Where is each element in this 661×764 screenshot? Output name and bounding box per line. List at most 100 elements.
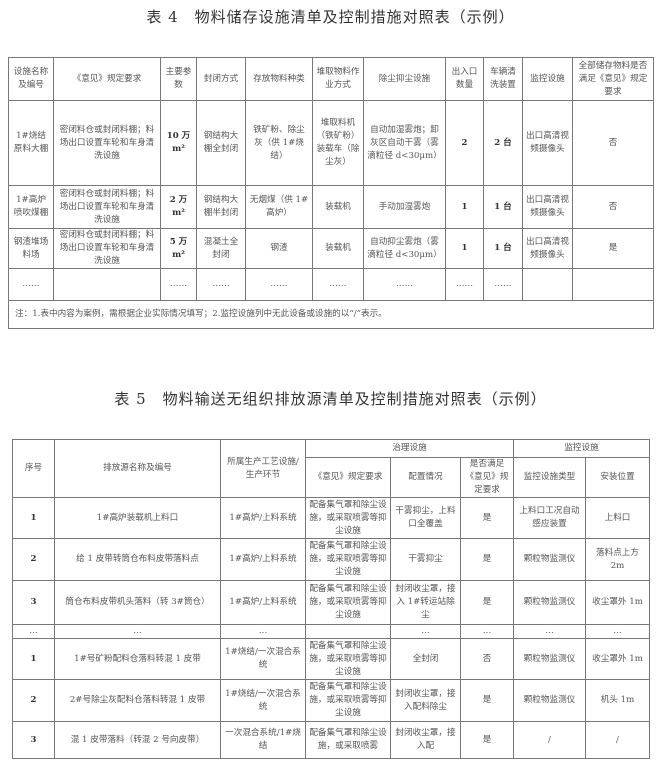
note-row: 注：1.表中内容为案例，需根据企业实际情况填写；2.监控设施列中无此设备或设施的… [8, 300, 654, 329]
table-cell [305, 624, 391, 639]
table-row: ………………………………………… [8, 268, 654, 301]
table-cell: 堆取料机（铁矿粉）装载车（除尘灰） [312, 100, 364, 186]
table-cell: 是 [460, 721, 514, 759]
table-cell: 否 [572, 185, 654, 229]
table-cell: / [584, 721, 651, 759]
table-cell: 上料口工况自动感应装置 [513, 497, 586, 539]
table-note: 注：1.表中内容为案例，需根据企业实际情况填写；2.监控设施列中无此设备或设施的… [8, 300, 654, 329]
column-header: 排放源名称及编号 [54, 439, 221, 498]
group-header: 治理设施 [305, 439, 514, 458]
table-cell: … [460, 624, 514, 639]
column-header: 设施名称及编号 [8, 57, 54, 101]
table-cell: / [513, 721, 586, 759]
table-cell: 1#号矿粉配料仓落料转混 1 皮带 [54, 638, 221, 680]
table-cell [572, 268, 654, 301]
table-cell: …… [160, 268, 197, 301]
table-cell: 手动加湿雾炮 [363, 185, 446, 229]
column-header: 所属生产工艺设施/生产环节 [220, 439, 306, 498]
table-cell: 否 [572, 100, 654, 186]
column-header: 堆取物料作业方式 [312, 57, 364, 101]
table-cell: 钢结构大棚半封闭 [196, 185, 246, 229]
table-cell: 3 [12, 580, 55, 625]
table-cell: … [584, 624, 651, 639]
table-cell: 配备集气罩和除尘设施，或采取喷雾等抑尘设施 [305, 538, 391, 581]
table-cell: 出口高清视频摄像头 [522, 228, 573, 269]
table-cell: 1#高炉/上料系统 [220, 497, 306, 539]
table-cell: 落料点上方 2m [584, 538, 651, 581]
table-cell: 密闭料仓或封闭料棚；料场出口设置车轮和车身清洗设施 [53, 100, 161, 186]
table-cell: 装载机 [312, 185, 364, 229]
table-cell: 1#烧结/一次混合系统 [220, 679, 306, 722]
table-cell: 1#高炉/上料系统 [220, 538, 306, 581]
table-cell: 否 [460, 638, 514, 680]
table-cell: 收尘罩外 1m [584, 638, 651, 680]
table-cell: 配备集气罩和除尘设施，或采取喷雾 [305, 721, 391, 759]
table-cell: 是 [460, 679, 514, 722]
table-row: 2 2#号除尘灰配料仓落料转混 1 皮带 1#烧结/一次混合系统 配备集气罩和除尘设施… [12, 679, 651, 722]
table-row: 钢渣堆场料场 密闭料仓或封闭料棚；料场出口设置车轮和车身清洗设施 5 万 m² 混凝土… [8, 228, 654, 269]
table-cell: 封闭收尘罩，接入配料除尘 [390, 679, 461, 722]
column-header: 全部储存物料是否满足《意见》规定要求 [572, 57, 654, 101]
table-cell: 钢渣 [245, 228, 313, 269]
table-cell: … [390, 624, 461, 639]
table-cell: …… [312, 268, 364, 301]
table-cell: 2 [12, 538, 55, 581]
column-header: 存放物料种类 [245, 57, 313, 101]
table-cell: 筒仓布料皮带机头落料（转 3#筒仓） [54, 580, 221, 625]
column-header: 车辆清洗装置 [483, 57, 523, 101]
table-cell: 装载机 [312, 228, 364, 269]
table-cell: 上料口 [584, 497, 651, 539]
table-cell: 全封闭 [390, 638, 461, 680]
table-cell: 密闭料仓或封闭料棚；料场出口设置车轮和车身清洗设施 [53, 185, 161, 229]
table-cell: 是 [572, 228, 654, 269]
table-cell: 颗粒物监测仪 [513, 679, 586, 722]
table-cell: 机头 1m [584, 679, 651, 722]
table-cell: …… [245, 268, 313, 301]
table-cell: 密闭料仓或封闭料棚；料场出口设置车轮和车身清洗设施 [53, 228, 161, 269]
table-cell: 1#高炉装载机上料口 [54, 497, 221, 539]
column-header: 封闭方式 [196, 57, 246, 101]
column-header: 配置情况 [390, 457, 461, 498]
table-cell: 是 [460, 497, 514, 539]
table5: 序号 排放源名称及编号 所属生产工艺设施/生产环节 治理设施 监控设施 《意见》规定要求配… [12, 439, 651, 759]
table-cell: 1 台 [483, 185, 523, 229]
table-cell: 铁矿粉、除尘灰（供 1#烧结） [245, 100, 313, 186]
table-cell: 1#高炉/上料系统 [220, 580, 306, 625]
table-cell: 配备集气罩和除尘设施，或采取喷雾等抑尘设施 [305, 679, 391, 722]
table-cell: 是 [460, 538, 514, 581]
table-cell: 配备集气罩和除尘设施，或采取喷雾等抑尘设施 [305, 497, 391, 539]
table5-title: 表 5 物料输送无组织排放源清单及控制措施对照表（示例） [114, 390, 547, 408]
header-row: 设施名称及编号 《意见》规定要求 主要参数 封闭方式 存放物料种类 堆取物料作业方式 除尘抑… [8, 57, 654, 101]
table-cell: 1 台 [483, 228, 523, 269]
table-cell: 颗粒物监测仪 [513, 580, 586, 625]
table-cell: 1#高炉喷吹煤棚 [8, 185, 54, 229]
table4: 设施名称及编号 《意见》规定要求 主要参数 封闭方式 存放物料种类 堆取物料作业方式 除尘抑… [8, 57, 654, 329]
table-cell: 2 万 m² [160, 185, 197, 229]
table-cell: 无烟煤（供 1#高炉） [245, 185, 313, 229]
table-cell: 干雾抑尘 [390, 538, 461, 581]
header-row: 序号 排放源名称及编号 所属生产工艺设施/生产环节 治理设施 监控设施 [12, 439, 651, 498]
table-cell: 5 万 m² [160, 228, 197, 269]
table-cell: 1 [445, 185, 484, 229]
table-cell: 收尘罩外 1m [584, 580, 651, 625]
table-cell: … [513, 624, 586, 639]
column-header: 出入口数量 [445, 57, 484, 101]
table-row: 3 筒仓布料皮带机头落料（转 3#筒仓） 1#高炉/上料系统 配备集气罩和除尘设施，或… [12, 580, 651, 625]
table-cell: 是 [460, 580, 514, 625]
table-cell: 封闭收尘罩，接入 1#转运站除尘 [390, 580, 461, 625]
column-header: 《意见》规定要求 [305, 457, 391, 498]
table-cell: 2#号除尘灰配料仓落料转混 1 皮带 [54, 679, 221, 722]
column-header: 安装位置 [584, 457, 651, 498]
table-row: 1 1#号矿粉配料仓落料转混 1 皮带 1#烧结/一次混合系统 配备集气罩和除尘设施，… [12, 638, 651, 680]
table-cell: 钢渣堆场料场 [8, 228, 54, 269]
table-row: 1#高炉喷吹煤棚 密闭料仓或封闭料棚；料场出口设置车轮和车身清洗设施 2 万 m² 钢… [8, 185, 654, 229]
table-cell: 配备集气罩和除尘设施，或采取喷雾等抑尘设施 [305, 580, 391, 625]
table-cell: …… [445, 268, 484, 301]
column-header: 是否满足《意见》规定要求 [460, 457, 514, 498]
table-cell: 一次混合系统/1#烧结 [220, 721, 306, 759]
table-row: ………………… [12, 624, 651, 639]
table-cell: 1#烧结原料大棚 [8, 100, 54, 186]
table-cell: 3 [12, 721, 55, 759]
table-cell: 自动抑尘雾炮（雾滴粒径 d<30μm） [363, 228, 446, 269]
